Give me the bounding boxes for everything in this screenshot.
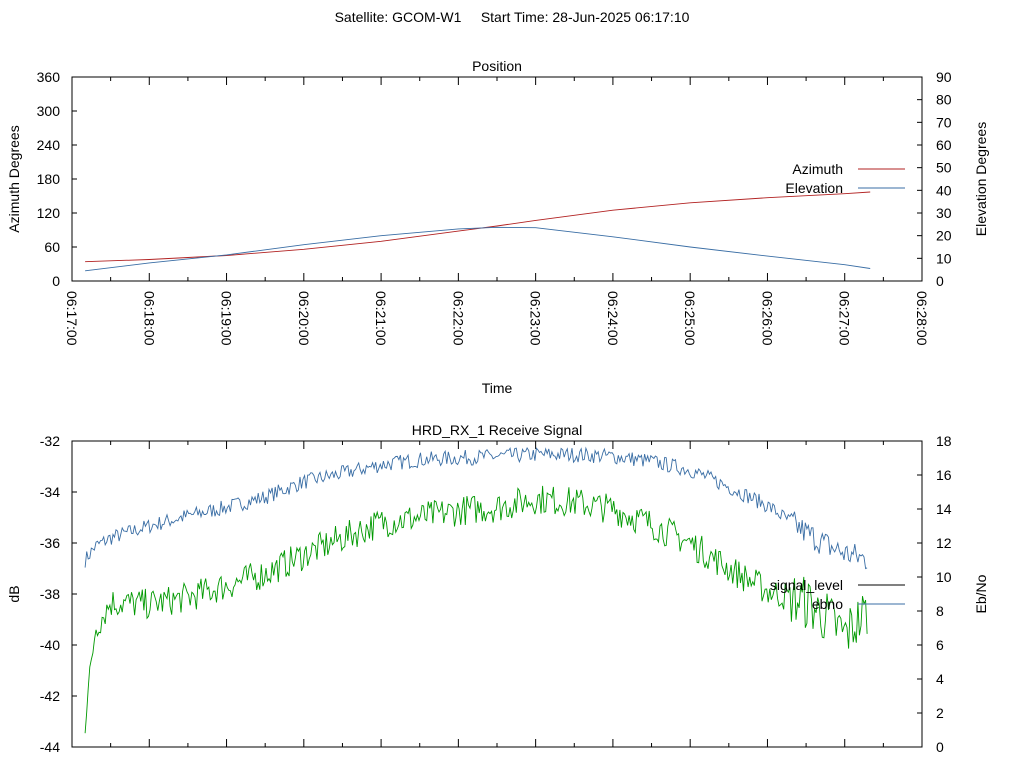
legend: Azimuth Elevation bbox=[785, 161, 905, 196]
legend-label: signal_level bbox=[770, 577, 843, 593]
x-tick-label: 06:20:00 bbox=[296, 291, 312, 346]
y-axis-label: Azimuth Degrees bbox=[6, 125, 22, 232]
y-tick-label: 240 bbox=[37, 137, 61, 153]
y-tick-label: -34 bbox=[40, 484, 60, 500]
y2-tick-label: 6 bbox=[936, 637, 944, 653]
legend-label: ebno bbox=[812, 596, 843, 612]
series-line-Elevation bbox=[85, 226, 871, 272]
y-axis-label: dB bbox=[6, 585, 22, 602]
axis-ticks: -32 -34 -36 -38 -40 -42 -44 0 2 4 6 8 10 12 14 16 18 bbox=[40, 433, 952, 755]
y2-tick-label: 40 bbox=[936, 182, 952, 198]
y2-tick-label: 8 bbox=[936, 603, 944, 619]
y2-tick-label: 10 bbox=[936, 250, 952, 266]
y-tick-label: -44 bbox=[40, 739, 60, 755]
y2-tick-label: 0 bbox=[936, 739, 944, 755]
series-line-Azimuth bbox=[85, 191, 871, 263]
series-lines bbox=[84, 446, 868, 734]
x-tick-label: 06:17:00 bbox=[64, 291, 80, 346]
x-tick-label: 06:21:00 bbox=[373, 291, 389, 346]
x-tick-label: 06:18:00 bbox=[141, 291, 157, 346]
y2-axis-label: Elevation Degrees bbox=[973, 122, 989, 236]
y2-tick-label: 16 bbox=[936, 467, 952, 483]
series-line-ebno bbox=[84, 485, 868, 734]
x-tick-label: 06:22:00 bbox=[450, 291, 466, 346]
x-tick-label: 06:25:00 bbox=[682, 291, 698, 346]
y-tick-label: -40 bbox=[40, 637, 60, 653]
y2-tick-label: 14 bbox=[936, 501, 952, 517]
y2-tick-label: 18 bbox=[936, 433, 952, 449]
y2-tick-label: 2 bbox=[936, 705, 944, 721]
y2-tick-label: 90 bbox=[936, 69, 952, 85]
y-tick-label: 120 bbox=[37, 205, 61, 221]
series-lines bbox=[85, 191, 871, 272]
y2-tick-label: 70 bbox=[936, 114, 952, 130]
y2-tick-label: 20 bbox=[936, 228, 952, 244]
legend-label: Elevation bbox=[785, 180, 843, 196]
x-axis-label: Time bbox=[482, 380, 513, 396]
x-tick-label: 06:28:00 bbox=[914, 291, 930, 346]
panel-title: Position bbox=[472, 58, 522, 74]
x-tick-label: 06:24:00 bbox=[605, 291, 621, 346]
position-panel: Position Azimuth Degrees Elevation Degre… bbox=[6, 58, 989, 396]
y-tick-label: 0 bbox=[52, 273, 60, 289]
y2-tick-label: 30 bbox=[936, 205, 952, 221]
panel-title: HRD_RX_1 Receive Signal bbox=[412, 422, 582, 438]
y-tick-label: -42 bbox=[40, 688, 60, 704]
y-tick-label: 360 bbox=[37, 69, 61, 85]
x-tick-label: 06:27:00 bbox=[837, 291, 853, 346]
y-tick-label: 180 bbox=[37, 171, 61, 187]
y2-tick-label: 12 bbox=[936, 535, 952, 551]
plot-frame bbox=[71, 76, 923, 282]
y2-tick-label: 4 bbox=[936, 671, 944, 687]
x-tick-label: 06:26:00 bbox=[759, 291, 775, 346]
y2-tick-label: 80 bbox=[936, 92, 952, 108]
y2-axis-label: Eb/No bbox=[973, 574, 989, 613]
page-title: Satellite: GCOM-W1 Start Time: 28-Jun-20… bbox=[335, 9, 690, 25]
y-tick-label: 60 bbox=[44, 239, 60, 255]
y2-tick-label: 50 bbox=[936, 160, 952, 176]
y-tick-label: -36 bbox=[40, 535, 60, 551]
x-tick-label: 06:19:00 bbox=[219, 291, 235, 346]
y-tick-label: 300 bbox=[37, 103, 61, 119]
y2-tick-label: 0 bbox=[936, 273, 944, 289]
legend-label: Azimuth bbox=[792, 161, 843, 177]
y-tick-label: -32 bbox=[40, 433, 60, 449]
plot-frame bbox=[71, 440, 923, 748]
y2-tick-label: 60 bbox=[936, 137, 952, 153]
y-tick-label: -38 bbox=[40, 586, 60, 602]
x-tick-label: 06:23:00 bbox=[528, 291, 544, 346]
axis-ticks: 0 60 120 180 240 300 360 0 10 20 30 40 50 60 70 80 90 06:… bbox=[37, 69, 952, 346]
receive-signal-panel: HRD_RX_1 Receive Signal dB Eb/No -32-34-… bbox=[6, 422, 989, 755]
series-line-ebno bbox=[84, 446, 868, 570]
y2-tick-label: 10 bbox=[936, 569, 952, 585]
